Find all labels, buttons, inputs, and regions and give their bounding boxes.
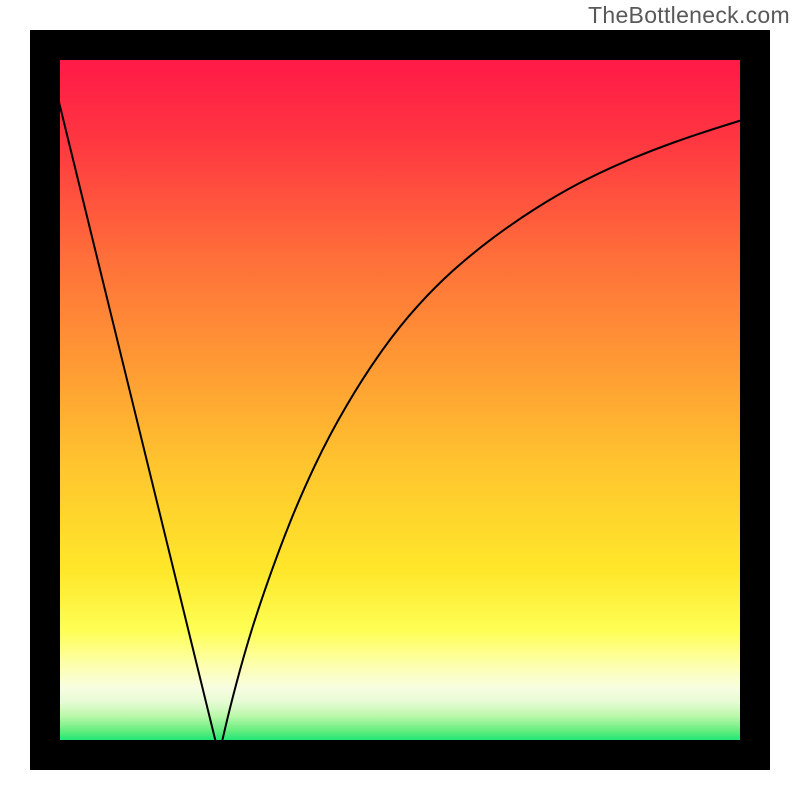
watermark-text: TheBottleneck.com (588, 2, 790, 29)
figure-root: TheBottleneck.com (0, 0, 800, 800)
chart-svg (0, 0, 800, 800)
